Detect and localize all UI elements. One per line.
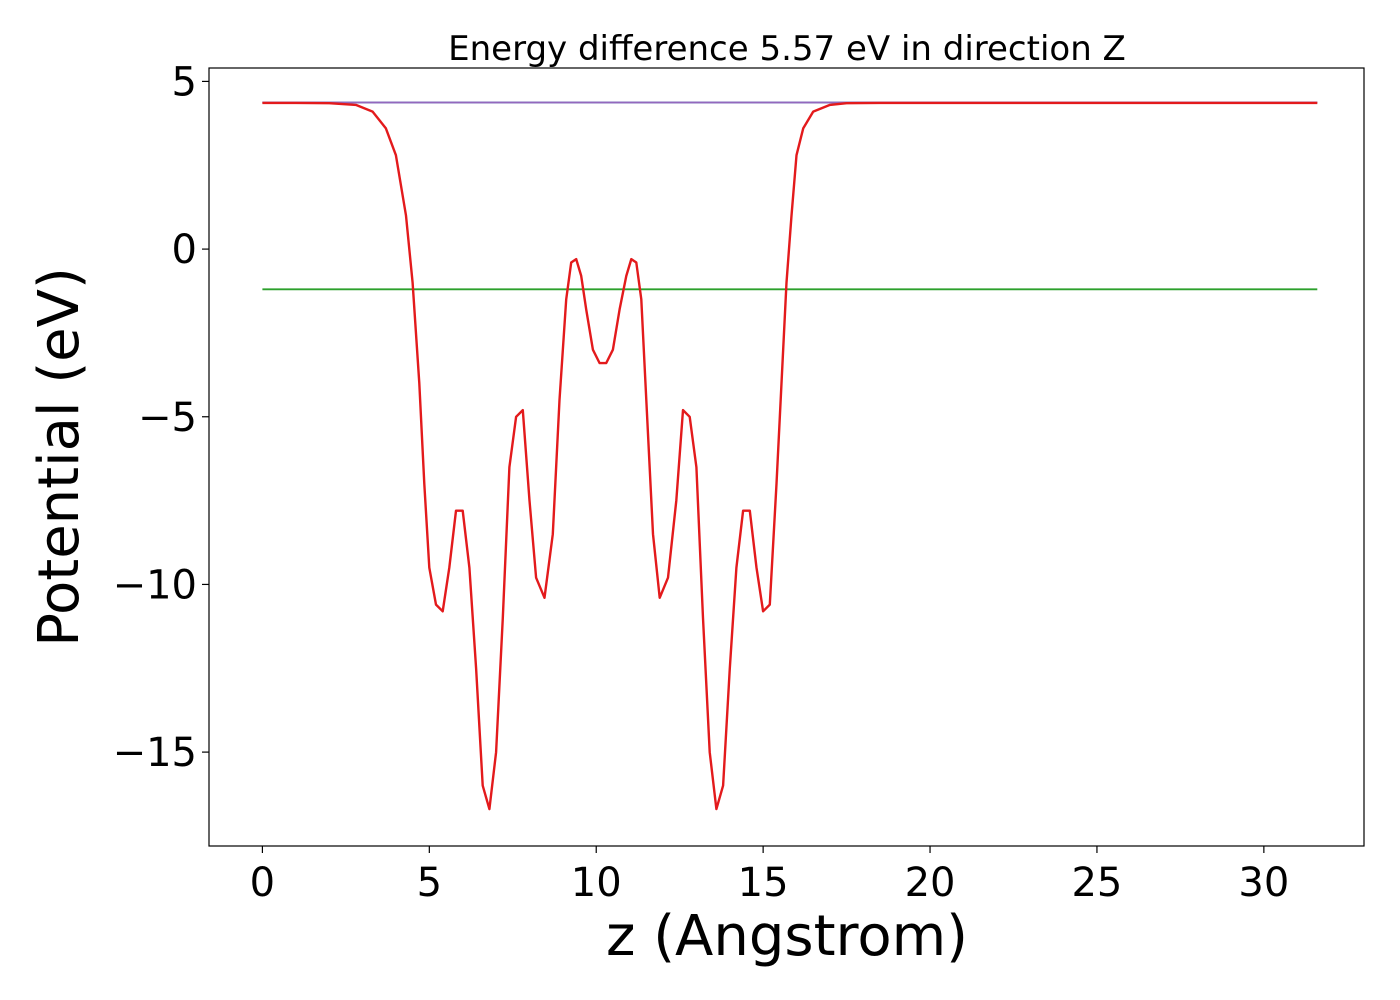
x-tick-label: 0: [250, 860, 275, 906]
x-tick-label: 30: [1238, 860, 1289, 906]
x-tick-label: 15: [738, 860, 789, 906]
x-tick-label: 5: [417, 860, 442, 906]
x-axis-ticks: 0 5 10 15 20 25 30: [250, 846, 1289, 906]
chart-title: Energy difference 5.57 eV in direction Z: [448, 29, 1126, 69]
y-axis-title: Potential (eV): [27, 267, 92, 647]
y-tick-label: 0: [172, 227, 197, 273]
x-tick-label: 25: [1071, 860, 1122, 906]
x-tick-label: 10: [571, 860, 622, 906]
x-tick-label: 20: [905, 860, 956, 906]
y-tick-label: −10: [113, 562, 197, 608]
y-tick-label: 5: [172, 59, 197, 105]
series-line-3: [262, 101, 1318, 811]
series-group: [262, 101, 1318, 811]
plot-area-frame: [208, 67, 1365, 847]
y-tick-label: −5: [138, 395, 197, 441]
y-axis-ticks: 5 0 −5 −10 −15: [113, 59, 209, 776]
x-axis-title: z (Angstrom): [606, 904, 968, 969]
y-tick-label: −15: [113, 730, 197, 776]
